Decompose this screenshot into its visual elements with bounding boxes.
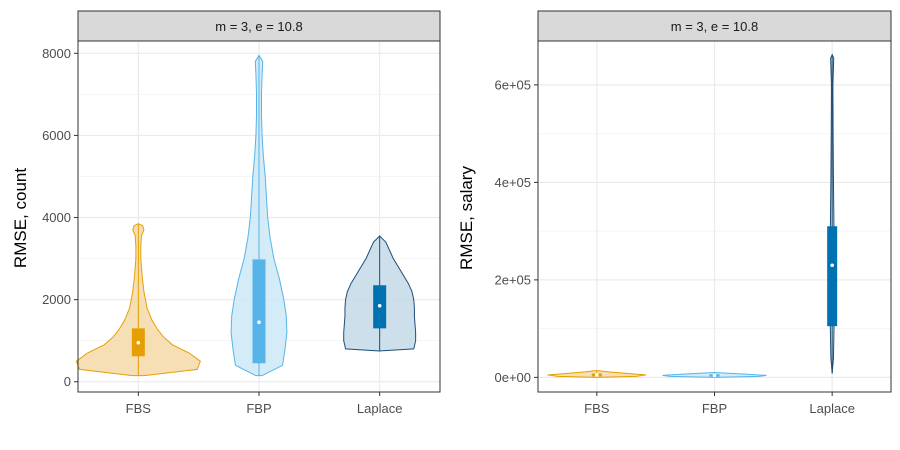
facet-label-count: m = 3, e = 10.8 [215,19,302,34]
y-tick-label: 2e+05 [494,272,531,287]
y-axis-title-salary: RMSE, salary [457,166,476,270]
facet-strip-salary [537,10,892,42]
x-tick-label-fbp: FBP [702,401,727,416]
y-axis-salary: 0e+00 2e+05 4e+05 6e+05 [494,77,538,385]
y-axis-title-count: RMSE, count [11,168,30,268]
y-tick-label: 4000 [42,210,71,225]
median-point-fbp [712,373,717,378]
median-point-fbs [136,340,141,345]
x-tick-label-fbp: FBP [246,401,271,416]
y-tick-label: 0 [64,374,71,389]
violins-salary [547,53,838,378]
median-point-fbp [257,320,261,325]
iqr-box-laplace [827,226,838,327]
y-tick-label: 6e+05 [494,77,531,92]
facet-label-salary: m = 3, e = 10.8 [671,19,758,34]
violins-count [75,54,417,377]
x-tick-label-fbs: FBS [126,401,152,416]
x-tick-label-fbs: FBS [584,401,610,416]
y-tick-label: 4e+05 [494,175,531,190]
y-tick-label: 2000 [42,292,71,307]
x-tick-label-laplace: Laplace [809,401,855,416]
y-tick-label: 0e+00 [494,370,531,385]
x-axis-count: FBS FBP Laplace [126,392,403,416]
x-tick-label-laplace: Laplace [357,401,403,416]
y-tick-label: 8000 [42,46,71,61]
facet-strip-count [77,10,441,42]
y-tick-label: 6000 [42,128,71,143]
iqr-box-fbp [252,259,266,364]
median-point-laplace [830,263,834,268]
panel-count: m = 3, e = 10.8 0 2000 4000 6000 8000 FBS FBP… [11,10,441,416]
y-axis-count: 0 2000 4000 6000 8000 [42,46,78,389]
median-point-fbs [595,373,599,377]
x-axis-salary: FBS FBP Laplace [584,392,855,416]
panel-salary: m = 3, e = 10.8 0e+00 2e+05 4e+05 6e+05 FBS… [457,10,892,416]
median-point-laplace [377,303,382,308]
